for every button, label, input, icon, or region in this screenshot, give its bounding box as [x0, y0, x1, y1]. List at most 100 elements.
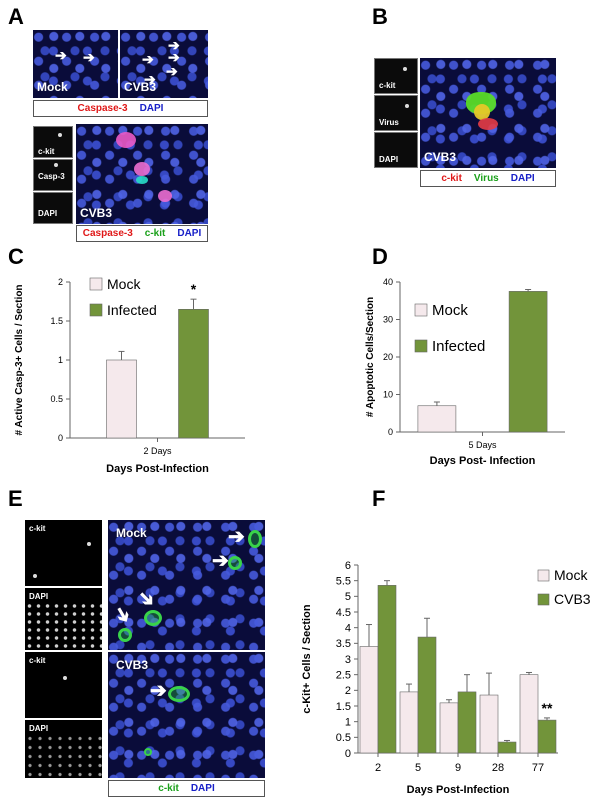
y-tick-label: 1	[345, 717, 351, 729]
micrograph-a-cvb3: ➔ ➔ ➔ ➔ ➔ CVB3	[120, 30, 208, 98]
legend-dapi-label: DAPI	[510, 173, 535, 184]
ckit-cell	[144, 748, 152, 756]
channel-e-mock-dapi: DAPI	[25, 588, 102, 650]
legend-label: Infected	[432, 338, 485, 355]
legend-caspase3-label: Caspase-3	[77, 103, 128, 114]
cell-dot	[63, 676, 67, 680]
y-tick-label: 3	[345, 654, 351, 666]
legend-swatch	[89, 277, 103, 291]
legend-dapi-label: DAPI	[177, 228, 202, 239]
channel-label: DAPI	[29, 592, 49, 601]
channel-label: Casp-3	[38, 172, 65, 181]
channel-label: c-kit	[379, 81, 396, 90]
channel-label: c-kit	[29, 656, 46, 665]
ckit-cell	[144, 610, 162, 626]
legend-e: c-kit DAPI	[108, 780, 265, 797]
micrograph-label-mock: Mock	[116, 526, 147, 540]
y-tick-label: 0	[58, 433, 63, 443]
micrograph-label-mock: Mock	[37, 80, 68, 94]
y-tick-label: 2	[58, 277, 63, 287]
arrow-icon: ➔	[83, 49, 95, 65]
bar	[537, 719, 557, 754]
bar	[497, 741, 517, 754]
bar	[479, 694, 499, 754]
y-axis-title: # Apoptotic Cells/Section	[365, 297, 376, 417]
cell-pink	[116, 132, 136, 148]
channel-e-cvb3-ckit: c-kit	[25, 652, 102, 718]
arrow-icon: ➔	[166, 63, 178, 79]
infected-cell	[474, 104, 490, 120]
infected-cell	[478, 118, 498, 130]
channel-b-ckit: c-kit	[374, 58, 418, 94]
cell-pink	[158, 190, 172, 202]
bar	[399, 691, 419, 754]
y-tick-label: 0.5	[336, 732, 351, 744]
micrograph-b-merged: CVB3	[420, 58, 556, 168]
y-tick-label: 5	[345, 591, 351, 603]
arrow-icon: ➔	[144, 71, 156, 87]
cell-dot	[58, 133, 62, 137]
chart-d: 0 10 20 30 40 5 Days Mock Infected Days Post- In…	[365, 277, 565, 467]
micrograph-label-cvb3: CVB3	[116, 658, 149, 672]
legend-swatch	[537, 593, 550, 606]
x-tick-label: 2 Days	[143, 446, 172, 456]
y-tick-label: 4	[345, 623, 351, 635]
y-tick-label: 2.5	[336, 670, 351, 682]
channel-a-casp3: Casp-3	[33, 159, 73, 191]
y-tick-label: 20	[383, 352, 393, 362]
legend-label: Mock	[432, 302, 468, 319]
legend-dapi-label: DAPI	[139, 103, 164, 114]
legend-swatch	[414, 339, 428, 353]
channel-a-ckit: c-kit	[33, 126, 73, 158]
legend-a-bottom: Caspase-3 c-kit DAPI	[76, 225, 208, 242]
legend-label: Infected	[107, 302, 157, 318]
x-axis-title: Days Post-Infection	[106, 463, 209, 475]
x-tick-label: 5	[415, 762, 421, 774]
bar	[417, 636, 437, 754]
channel-label: c-kit	[38, 147, 55, 156]
legend-label: Mock	[107, 276, 141, 292]
nuclei-texture	[25, 602, 102, 650]
nuclei-texture	[25, 734, 102, 778]
micrograph-label-cvb3: CVB3	[124, 80, 157, 94]
arrow-icon: ➔	[55, 47, 67, 63]
ckit-cell	[228, 556, 242, 570]
channel-e-mock-ckit: c-kit	[25, 520, 102, 586]
micrograph-a-merged: CVB3	[76, 124, 208, 224]
y-tick-label: 30	[383, 315, 393, 325]
legend-a-top: Caspase-3 DAPI	[33, 100, 208, 117]
channel-a-dapi: DAPI	[33, 192, 73, 224]
y-axis-title: c-Kit+ Cells / Section	[301, 604, 313, 713]
cell-dot	[87, 542, 91, 546]
significance-label: **	[542, 700, 553, 716]
x-tick-label: 5 Days	[468, 440, 497, 450]
cell-dot	[33, 574, 37, 578]
cell-pink	[134, 162, 150, 176]
channel-b-virus: Virus	[374, 95, 418, 131]
arrow-icon: ➔	[228, 526, 245, 548]
panel-letter-d: D	[372, 244, 388, 269]
arrow-icon: ➔	[212, 550, 229, 572]
y-tick-label: 3.5	[336, 638, 351, 650]
bar	[106, 359, 137, 439]
x-tick-label: 28	[492, 762, 504, 774]
legend-label: CVB3	[554, 591, 591, 607]
bar	[508, 291, 548, 433]
cell-dot	[403, 67, 407, 71]
cell-dot	[405, 104, 409, 108]
x-axis-title: Days Post-Infection	[407, 784, 510, 796]
bar	[417, 405, 457, 433]
bar	[457, 691, 477, 754]
panel-letter-e: E	[8, 486, 23, 511]
panel-letter-b: B	[372, 4, 388, 29]
y-tick-label: 1.5	[336, 701, 351, 713]
chart-f: 0 0.5 1 1.5 2 2.5 3 3.5 4 4.5 5 5.5 6 2 5 9 28 ** 77 Mock CV…	[301, 560, 591, 796]
panel-letter-f: F	[372, 486, 386, 511]
arrow-icon: ➔	[168, 49, 180, 65]
channel-label: c-kit	[29, 524, 46, 533]
y-tick-label: 2	[345, 685, 351, 697]
y-tick-label: 10	[383, 390, 393, 400]
bar	[377, 585, 397, 754]
legend-ckit-label: c-kit	[144, 228, 166, 239]
arrow-icon: ➔	[142, 51, 154, 67]
